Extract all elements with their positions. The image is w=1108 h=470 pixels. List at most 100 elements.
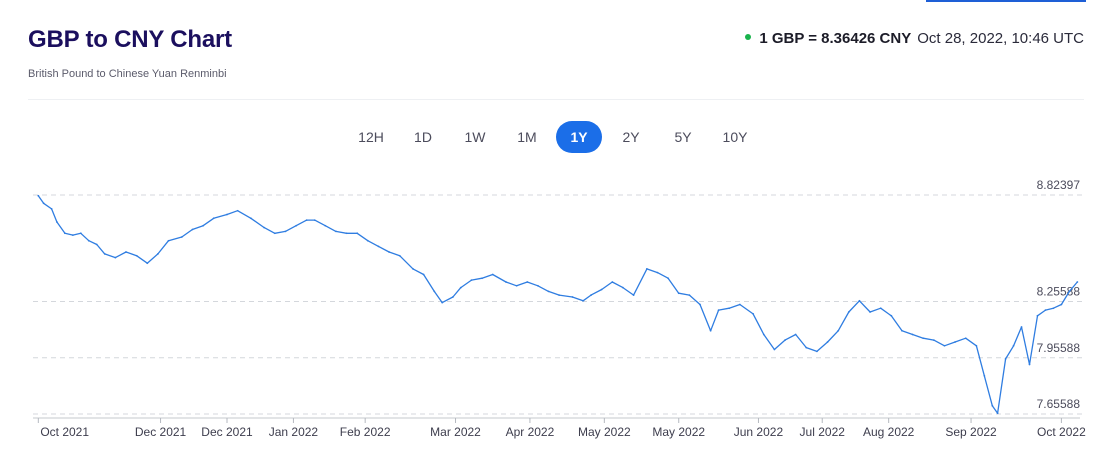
data-point [56,221,58,223]
range-tab-5y[interactable]: 5Y [660,121,706,153]
data-point [273,232,276,235]
data-point [71,234,74,237]
data-point [156,252,159,255]
data-point [794,333,797,336]
data-point [688,294,691,297]
data-point [762,333,765,336]
data-point [236,209,239,212]
data-point [79,232,82,235]
data-point [922,337,925,340]
page-title: GBP to CNY Chart [28,26,232,53]
data-point [1076,281,1079,283]
data-point [284,230,287,233]
data-point [377,245,380,248]
data-point [180,236,183,238]
data-point [784,339,786,342]
rate-timestamp: Oct 28, 2022, 10:46 UTC [917,30,1084,47]
data-point [191,228,194,231]
data-point [1012,344,1015,347]
exchange-rate-chart[interactable]: 8.82397 8.25588 7.95588 7.65588 Oct 2021 Dec … [0,170,1108,470]
data-point [1020,326,1023,328]
data-point [632,294,635,297]
data-point [202,224,204,227]
data-point [305,219,308,222]
data-point [943,344,946,347]
current-rate: 1 GBP = 8.36426 CNY Oct 28, 2022, 10:46 U… [745,30,1084,47]
data-point [441,301,444,304]
data-point [356,232,359,235]
data-point [1044,309,1047,312]
data-point [901,329,903,332]
data-point [295,224,297,227]
data-point [87,239,90,242]
data-point [932,339,935,342]
y-tick-label: 8.82397 [1037,178,1081,192]
data-point [996,412,999,415]
data-point [1028,363,1031,366]
data-point [954,341,957,343]
data-point [858,299,861,302]
data-point [313,219,316,222]
data-point [63,232,66,235]
data-point [983,374,986,377]
x-tick-label: May 2022 [578,425,631,439]
data-point [505,281,507,283]
range-tab-10y[interactable]: 10Y [712,121,758,153]
y-tick-label: 7.65588 [1037,397,1081,411]
series-line [37,195,1078,414]
y-tick-label: 7.95588 [1037,341,1081,355]
data-point [837,329,840,332]
range-tab-2y[interactable]: 2Y [608,121,654,153]
data-point [250,217,252,220]
x-tick-label: Oct 2021 [40,425,89,439]
data-point [135,254,138,257]
data-point [611,281,614,283]
data-point [991,404,994,407]
data-point [335,230,337,233]
data-point [571,296,574,298]
data-point [146,262,149,265]
data-point [526,281,529,283]
data-point [324,224,327,227]
data-point [167,239,170,242]
page-subtitle: British Pound to Chinese Yuan Renminbi [28,68,227,80]
x-tick-label: Oct 2022 [1037,425,1086,439]
range-tab-1d[interactable]: 1D [400,121,446,153]
data-point [1004,357,1007,360]
data-point [547,290,550,293]
data-point [975,344,978,347]
data-point [398,254,401,257]
data-point [451,296,454,298]
data-point [412,267,414,270]
x-tick-label: Apr 2022 [506,425,555,439]
x-tick-label: Jul 2022 [800,425,846,439]
data-point [869,311,871,313]
data-point [1052,307,1055,310]
live-status-dot-icon [745,34,752,41]
data-point [622,286,624,289]
x-tick-label: Dec 2021 [201,425,253,439]
data-point [212,217,215,220]
data-point [1068,290,1071,293]
data-point [590,294,592,297]
x-tick-label: Dec 2021 [135,425,187,439]
y-tick-label: 8.25588 [1037,285,1081,299]
data-point [433,290,436,293]
data-point [600,288,603,291]
data-point [805,346,808,349]
data-point [515,284,518,287]
data-point [481,277,483,280]
data-point [656,271,659,274]
header-divider [28,99,1084,100]
data-point [1060,303,1063,306]
range-tab-12h[interactable]: 12H [348,121,394,153]
time-range-tabs: 12H 1D 1W 1M 1Y 2Y 5Y 10Y [348,121,758,153]
range-tab-1y[interactable]: 1Y [556,121,602,153]
x-tick-label: Mar 2022 [430,425,481,439]
range-tab-1w[interactable]: 1W [452,121,498,153]
data-point [470,279,473,282]
data-point [42,202,45,205]
data-point [459,286,462,289]
range-tab-1m[interactable]: 1M [504,121,550,153]
data-point [847,311,850,313]
